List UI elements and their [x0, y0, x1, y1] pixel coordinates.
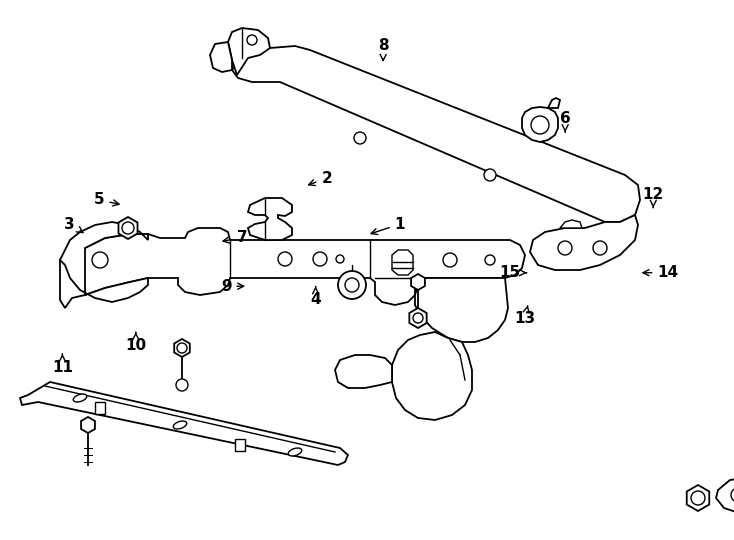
Text: 5: 5: [94, 192, 119, 207]
Circle shape: [593, 241, 607, 255]
Polygon shape: [20, 382, 348, 465]
Text: 13: 13: [515, 306, 535, 326]
Circle shape: [177, 343, 187, 353]
Text: 12: 12: [643, 187, 664, 207]
Polygon shape: [248, 198, 292, 240]
Polygon shape: [560, 220, 582, 228]
Polygon shape: [411, 274, 425, 290]
Text: 1: 1: [371, 217, 405, 234]
Ellipse shape: [173, 421, 186, 429]
Polygon shape: [530, 215, 638, 270]
Polygon shape: [415, 278, 508, 342]
Text: 14: 14: [643, 265, 678, 280]
Polygon shape: [118, 217, 137, 239]
Circle shape: [484, 169, 496, 181]
Polygon shape: [392, 332, 472, 420]
Polygon shape: [174, 339, 190, 357]
Circle shape: [443, 253, 457, 267]
Polygon shape: [95, 402, 105, 414]
Text: 8: 8: [378, 38, 388, 60]
Polygon shape: [228, 28, 270, 75]
Polygon shape: [687, 485, 709, 511]
Ellipse shape: [288, 448, 302, 456]
Polygon shape: [392, 250, 413, 275]
Circle shape: [338, 271, 366, 299]
Text: 4: 4: [310, 287, 321, 307]
Circle shape: [313, 252, 327, 266]
Text: 9: 9: [221, 279, 244, 294]
Text: 11: 11: [52, 354, 73, 375]
Polygon shape: [548, 98, 560, 108]
Circle shape: [176, 379, 188, 391]
Circle shape: [485, 255, 495, 265]
Text: 2: 2: [309, 171, 332, 186]
Circle shape: [278, 252, 292, 266]
Circle shape: [92, 252, 108, 268]
Circle shape: [122, 222, 134, 234]
Polygon shape: [522, 107, 558, 142]
Circle shape: [354, 132, 366, 144]
Polygon shape: [335, 355, 392, 388]
Text: 15: 15: [500, 265, 526, 280]
Text: 10: 10: [126, 333, 146, 353]
Text: 6: 6: [560, 111, 570, 132]
Circle shape: [558, 241, 572, 255]
Circle shape: [345, 278, 359, 292]
Circle shape: [531, 116, 549, 134]
Polygon shape: [716, 478, 734, 512]
Polygon shape: [235, 439, 245, 451]
Polygon shape: [210, 42, 232, 72]
Polygon shape: [232, 46, 640, 222]
Polygon shape: [60, 222, 148, 302]
Polygon shape: [81, 417, 95, 433]
Circle shape: [731, 488, 734, 502]
Text: 7: 7: [223, 230, 247, 245]
Text: 3: 3: [65, 217, 83, 233]
Circle shape: [336, 255, 344, 263]
Circle shape: [691, 491, 705, 505]
Circle shape: [413, 313, 423, 323]
Polygon shape: [60, 228, 525, 308]
Polygon shape: [410, 308, 426, 328]
Ellipse shape: [73, 394, 87, 402]
Circle shape: [247, 35, 257, 45]
